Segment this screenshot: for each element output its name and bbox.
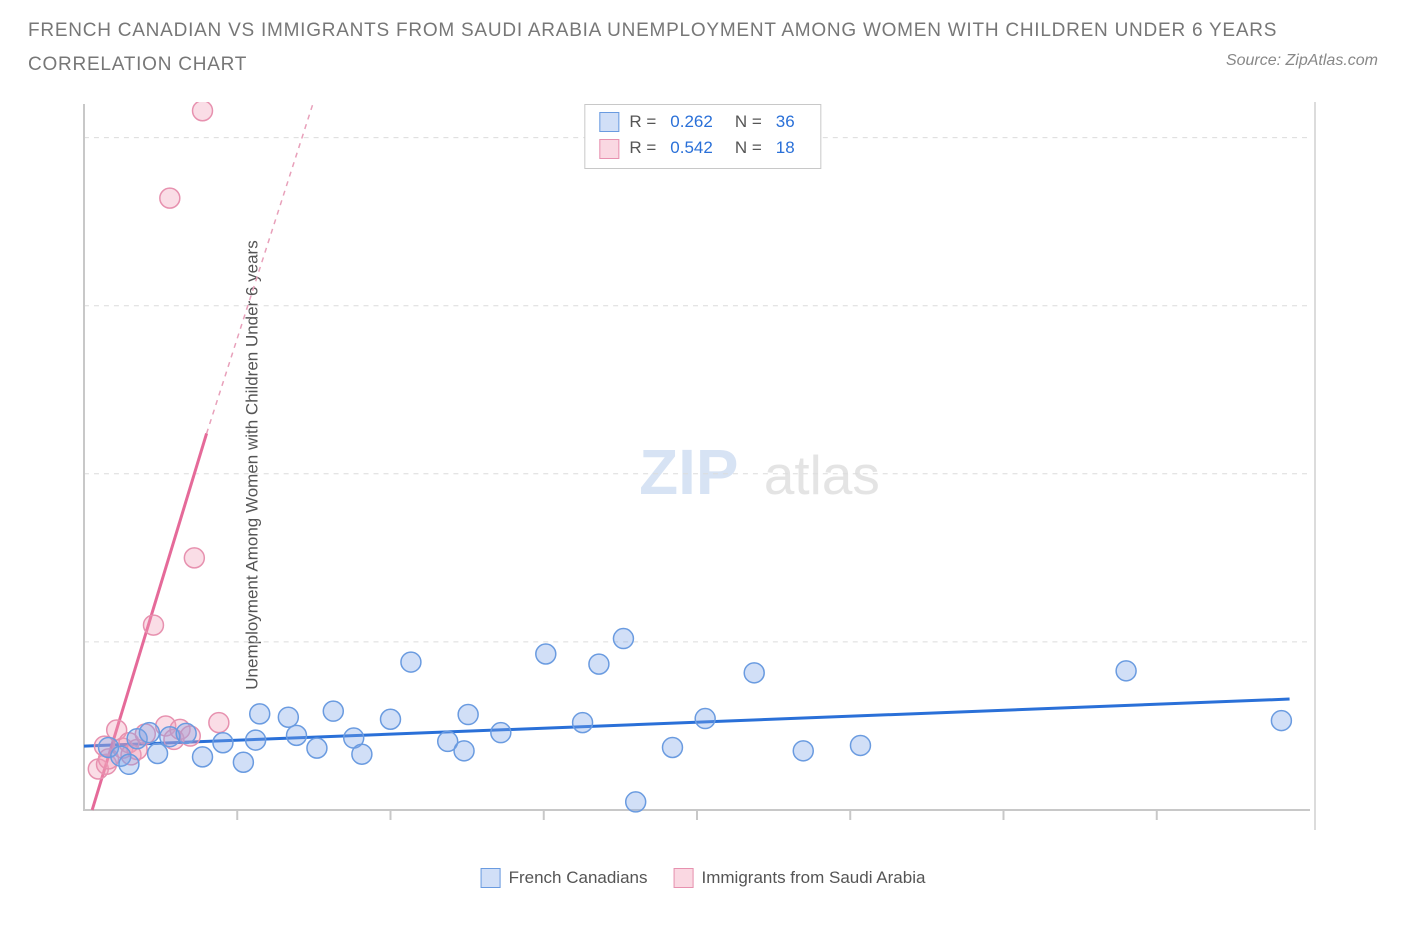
watermark-zip: ZIP	[639, 436, 738, 508]
data-point	[1271, 711, 1291, 731]
data-point	[573, 713, 593, 733]
data-point	[352, 744, 372, 764]
data-point	[213, 733, 233, 753]
r-value-pink: 0.542	[670, 135, 713, 161]
data-point	[209, 713, 229, 733]
data-point	[246, 730, 266, 750]
data-point	[1116, 661, 1136, 681]
data-point	[139, 723, 159, 743]
r-value-blue: 0.262	[670, 109, 713, 135]
data-point	[381, 709, 401, 729]
data-point	[193, 102, 213, 121]
stats-row-blue: R = 0.262 N = 36	[599, 109, 806, 135]
data-point	[401, 652, 421, 672]
n-value-pink: 18	[776, 135, 795, 161]
watermark-atlas: atlas	[764, 444, 880, 506]
data-point	[184, 548, 204, 568]
data-point	[176, 723, 196, 743]
chart-container: FRENCH CANADIAN VS IMMIGRANTS FROM SAUDI…	[20, 20, 1386, 910]
r-label: R =	[629, 109, 656, 135]
series-legend: French Canadians Immigrants from Saudi A…	[481, 868, 926, 888]
data-point	[160, 188, 180, 208]
correlation-stats-box: R = 0.262 N = 36 R = 0.542 N = 18	[584, 104, 821, 169]
data-point	[233, 752, 253, 772]
data-point	[119, 754, 139, 774]
data-point	[850, 735, 870, 755]
data-point	[250, 704, 270, 724]
chart-svg: ZIP atlas 25.0%50.0%75.0%100.0% 0.0%30.0…	[80, 102, 1314, 830]
n-value-blue: 36	[776, 109, 795, 135]
swatch-blue-icon	[599, 112, 619, 132]
title-line-1: FRENCH CANADIAN VS IMMIGRANTS FROM SAUDI…	[28, 20, 1378, 42]
data-point	[287, 725, 307, 745]
plot-area: ZIP atlas 25.0%50.0%75.0%100.0% 0.0%30.0…	[80, 102, 1316, 830]
data-point	[695, 709, 715, 729]
data-point	[143, 615, 163, 635]
data-point	[793, 741, 813, 761]
r-label-2: R =	[629, 135, 656, 161]
title-block: FRENCH CANADIAN VS IMMIGRANTS FROM SAUDI…	[20, 20, 1386, 88]
data-point	[589, 654, 609, 674]
data-point	[454, 741, 474, 761]
data-point	[307, 738, 327, 758]
swatch-pink-icon	[599, 139, 619, 159]
data-point	[744, 663, 764, 683]
n-label: N =	[735, 109, 762, 135]
legend-swatch-blue-icon	[481, 868, 501, 888]
legend-swatch-pink-icon	[674, 868, 694, 888]
legend-label-blue: French Canadians	[509, 868, 648, 888]
data-point	[662, 737, 682, 757]
data-point	[458, 705, 478, 725]
data-point	[491, 723, 511, 743]
data-point	[278, 707, 298, 727]
data-point	[613, 629, 633, 649]
stats-row-pink: R = 0.542 N = 18	[599, 135, 806, 161]
data-point	[148, 744, 168, 764]
grid-layer	[84, 138, 1310, 642]
legend-item-blue: French Canadians	[481, 868, 648, 888]
data-point	[193, 747, 213, 767]
title-line-2: CORRELATION CHART	[28, 54, 1378, 76]
source-credit: Source: ZipAtlas.com	[1226, 52, 1378, 70]
data-point	[626, 792, 646, 812]
data-point	[536, 644, 556, 664]
n-label-2: N =	[735, 135, 762, 161]
data-point	[323, 701, 343, 721]
legend-item-pink: Immigrants from Saudi Arabia	[674, 868, 926, 888]
legend-label-pink: Immigrants from Saudi Arabia	[702, 868, 926, 888]
